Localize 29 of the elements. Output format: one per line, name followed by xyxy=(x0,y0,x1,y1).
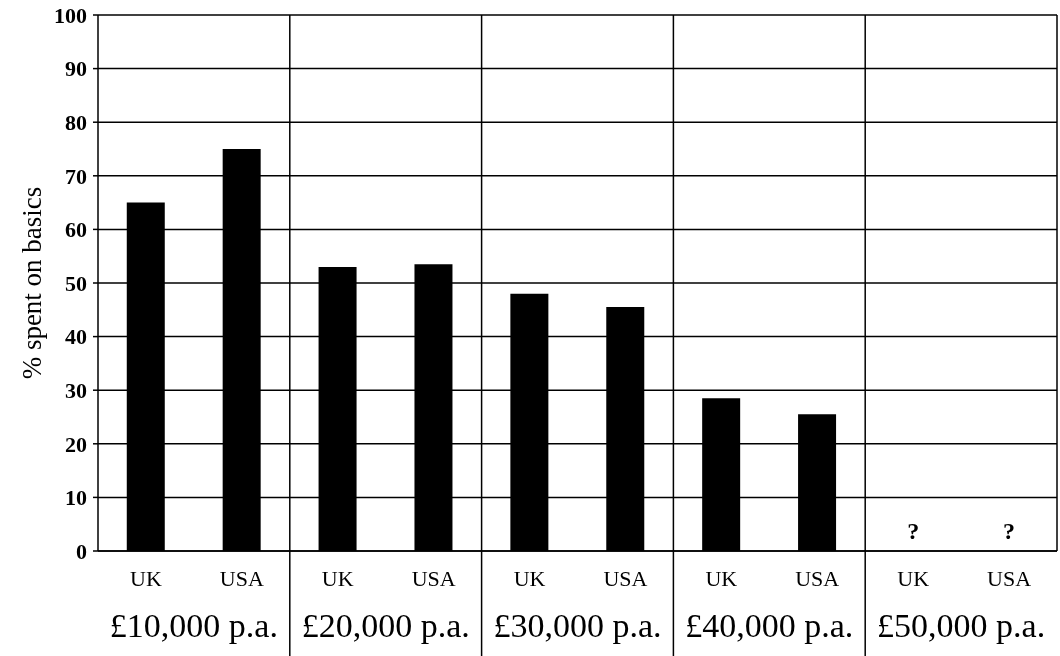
text: £10,000 p.a. xyxy=(109,607,278,644)
text: ? xyxy=(1003,518,1016,544)
x-tick-label: USA xyxy=(411,565,456,591)
x-tick-label: UK xyxy=(897,565,930,591)
y-tick-label: 70 xyxy=(65,163,87,189)
x-tick-label: USA xyxy=(987,565,1032,591)
y-tick-label: 20 xyxy=(65,431,87,457)
y-tick-label: 60 xyxy=(65,217,87,243)
x-tick-label: USA xyxy=(219,565,264,591)
x-tick-label: UK xyxy=(321,565,354,591)
y-tick-label: 40 xyxy=(65,324,87,350)
y-tick-label: 80 xyxy=(65,110,87,136)
y-axis-title: % spent on basics xyxy=(17,186,47,380)
text: ? xyxy=(907,518,920,544)
y-tick-label: 10 xyxy=(65,485,87,511)
text: £30,000 p.a. xyxy=(493,607,662,644)
y-tick-label: 50 xyxy=(65,270,87,296)
y-tick-label: 90 xyxy=(65,56,87,82)
y-tick-label: 0 xyxy=(76,538,87,564)
x-tick-label: USA xyxy=(795,565,840,591)
text: £20,000 p.a. xyxy=(301,607,470,644)
text: £50,000 p.a. xyxy=(877,607,1046,644)
text: £40,000 p.a. xyxy=(685,607,854,644)
x-tick-label: UK xyxy=(513,565,546,591)
x-tick-label: UK xyxy=(130,565,162,591)
x-tick-label: UK xyxy=(705,565,738,591)
y-tick-label: 30 xyxy=(65,378,87,404)
x-tick-label: USA xyxy=(603,565,648,591)
y-tick-label: 100 xyxy=(54,2,87,28)
